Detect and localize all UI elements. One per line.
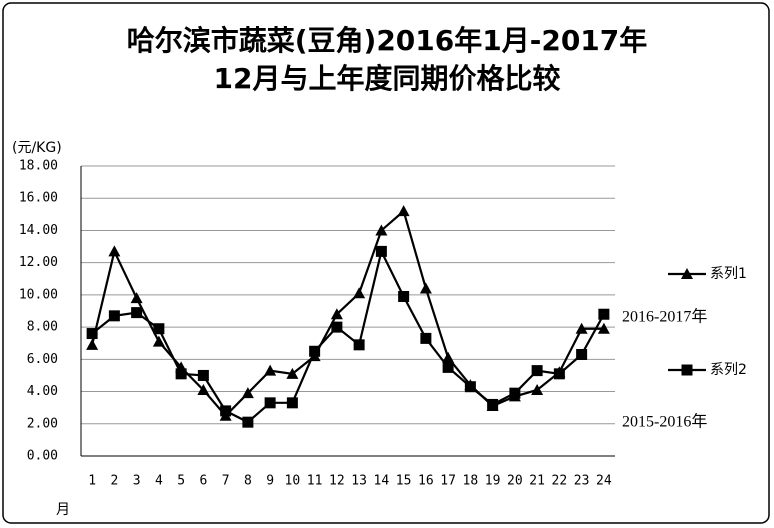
marker xyxy=(398,291,410,302)
marker xyxy=(597,322,610,334)
marker xyxy=(309,345,321,357)
marker xyxy=(264,364,277,376)
x-tick-label: 5 xyxy=(177,474,185,489)
marker xyxy=(487,398,499,410)
marker xyxy=(419,282,432,294)
x-tick-label: 9 xyxy=(266,474,274,489)
marker xyxy=(286,397,298,409)
marker xyxy=(153,323,165,335)
marker xyxy=(375,245,387,257)
x-tick-label: 7 xyxy=(222,474,230,489)
x-tick-label: 6 xyxy=(199,474,207,489)
legend-label: 系列1 xyxy=(710,266,747,282)
marker xyxy=(264,397,276,409)
marker xyxy=(442,351,455,363)
x-tick-label: 16 xyxy=(418,474,434,489)
x-tick-label: 21 xyxy=(529,474,545,489)
x-tick-label: 17 xyxy=(440,474,456,489)
marker xyxy=(86,328,98,340)
marker xyxy=(220,405,232,417)
marker xyxy=(353,287,366,299)
chart-title: 哈尔滨市蔬菜(豆角)2016年1月-2017年 xyxy=(127,24,648,57)
x-tick-label: 19 xyxy=(485,474,501,489)
x-tick-label: 15 xyxy=(396,474,412,489)
marker xyxy=(576,349,588,360)
marker xyxy=(375,224,388,236)
marker xyxy=(531,383,544,395)
marker xyxy=(353,339,365,351)
marker xyxy=(108,245,121,257)
y-tick-label: 2.00 xyxy=(27,416,58,431)
marker xyxy=(509,387,521,399)
marker xyxy=(331,321,343,333)
legend-label: 系列2 xyxy=(710,362,747,378)
marker xyxy=(242,416,254,428)
marker xyxy=(241,387,254,399)
x-tick-label: 11 xyxy=(307,474,323,489)
marker xyxy=(175,368,187,380)
x-tick-label: 8 xyxy=(244,474,252,489)
marker xyxy=(86,338,99,350)
marker xyxy=(681,364,693,376)
x-tick-label: 12 xyxy=(329,474,345,489)
y-axis-label: (元/KG) xyxy=(12,140,62,156)
chart-title: 12月与上年度同期价格比较 xyxy=(214,62,561,95)
x-axis-label: 月 xyxy=(56,502,70,518)
x-tick-label: 18 xyxy=(463,474,479,489)
marker xyxy=(197,369,209,381)
y-tick-label: 8.00 xyxy=(27,320,58,335)
x-tick-label: 2 xyxy=(110,474,118,489)
x-tick-label: 4 xyxy=(155,474,163,489)
x-tick-label: 20 xyxy=(507,474,523,489)
x-tick-label: 14 xyxy=(374,474,390,489)
marker xyxy=(598,308,610,320)
marker xyxy=(330,308,343,320)
x-tick-label: 3 xyxy=(133,474,141,489)
y-tick-label: 6.00 xyxy=(27,352,58,367)
marker xyxy=(130,292,143,304)
y-tick-label: 18.00 xyxy=(19,159,58,174)
y-tick-label: 16.00 xyxy=(19,191,58,206)
x-tick-label: 22 xyxy=(552,474,568,489)
marker xyxy=(553,368,565,380)
y-tick-label: 10.00 xyxy=(19,287,58,302)
y-tick-label: 4.00 xyxy=(27,384,58,399)
marker xyxy=(197,383,210,395)
x-tick-label: 10 xyxy=(285,474,301,489)
marker xyxy=(131,307,143,319)
x-tick-label: 24 xyxy=(596,474,612,489)
marker xyxy=(442,361,454,373)
marker xyxy=(397,205,410,217)
x-tick-label: 1 xyxy=(88,474,96,489)
marker xyxy=(464,381,476,393)
marker xyxy=(286,367,299,379)
marker xyxy=(531,365,543,377)
y-tick-label: 0.00 xyxy=(27,449,58,464)
y-tick-label: 14.00 xyxy=(19,223,58,238)
marker xyxy=(420,332,432,344)
x-tick-label: 13 xyxy=(351,474,367,489)
marker xyxy=(681,268,693,279)
marker xyxy=(152,335,165,347)
y-tick-label: 12.00 xyxy=(19,255,58,270)
x-tick-label: 23 xyxy=(574,474,590,489)
marker xyxy=(575,322,588,334)
annotation: 2015-2016年 xyxy=(622,413,707,431)
marker xyxy=(108,310,120,322)
annotation: 2016-2017年 xyxy=(622,308,707,326)
